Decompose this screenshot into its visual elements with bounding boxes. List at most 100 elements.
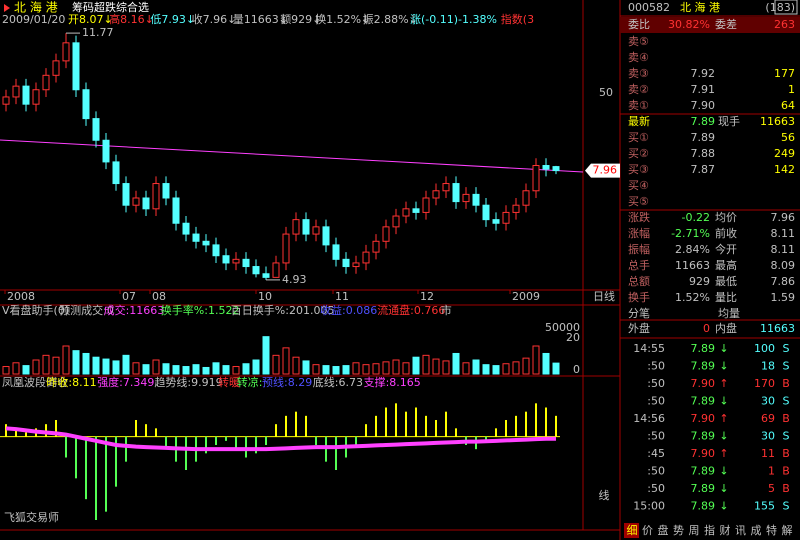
period-label: 日线: [593, 289, 615, 303]
tick-time: 15:00: [633, 500, 665, 513]
volume-bar: [482, 364, 490, 375]
volume-axis-label: 50000: [545, 321, 580, 334]
window-button[interactable]: [774, 0, 798, 15]
tick-volume: 100: [754, 342, 775, 355]
candle-body: [242, 258, 250, 268]
volume-header: 收益:0.086: [320, 303, 377, 317]
volume-header: 市: [441, 303, 452, 317]
tab[interactable]: 财: [720, 523, 731, 537]
candle-body: [122, 183, 130, 206]
stat-label: 换手: [628, 290, 650, 304]
tab[interactable]: 特: [766, 523, 777, 537]
x-tick-label: 12: [420, 290, 434, 303]
volume-bar: [382, 361, 390, 375]
volume-bar: [32, 359, 40, 375]
volume-bar: [352, 362, 360, 375]
x-tick-label: 08: [152, 290, 166, 303]
stat-value: 8.11: [771, 243, 796, 256]
tab[interactable]: 势: [673, 524, 684, 537]
volume-bar: [222, 365, 230, 375]
indicator-header: 预线:8.29: [262, 375, 312, 389]
stock-code: 000582: [628, 1, 670, 14]
tick-arrow: ↑: [719, 412, 728, 425]
inner-value: 11663: [760, 322, 795, 335]
indicator-header: 强度:7.349: [97, 375, 154, 389]
tab[interactable]: 价: [642, 524, 653, 537]
candle-body: [542, 165, 550, 170]
tick-side: S: [783, 360, 790, 373]
x-tick-label: 10: [258, 290, 272, 303]
tick-time: :45: [647, 447, 665, 460]
tick-time: :50: [647, 430, 665, 443]
tick-price: 7.90: [691, 377, 716, 390]
tick-arrow: ↑: [719, 377, 728, 390]
tick-arrow: ↓: [719, 482, 728, 495]
candle-body: [112, 161, 120, 185]
book-price: 7.90: [691, 99, 716, 112]
volume-bar: [432, 358, 440, 375]
stat-value: 1.59: [771, 291, 796, 304]
candle-body: [532, 165, 540, 192]
x-tick-label: 11: [335, 290, 349, 303]
tab[interactable]: 指: [704, 523, 715, 537]
candle-body: [2, 96, 10, 105]
tab[interactable]: 周: [689, 524, 700, 537]
latest-volume: 11663: [760, 115, 795, 128]
book-volume: 249: [774, 147, 795, 160]
candle-body: [202, 240, 210, 246]
candle-body: [12, 85, 20, 98]
volume-bar: [162, 363, 170, 375]
tick-time: :50: [647, 377, 665, 390]
volume-bar: [552, 362, 560, 375]
tick-time: :50: [647, 360, 665, 373]
outer-label: 外盘: [628, 321, 650, 335]
candle-body: [422, 197, 430, 213]
stat-label: 分笔: [628, 306, 650, 320]
volume-bar: [122, 354, 130, 375]
volume-axis-label: 0: [573, 363, 580, 376]
volume-bar: [322, 365, 330, 375]
candle-body: [482, 204, 490, 221]
candle-body: [102, 139, 110, 163]
stat-value: -2.71%: [671, 227, 710, 240]
volume-bar: [412, 356, 420, 375]
book-price: 7.87: [691, 163, 716, 176]
tick-volume: 1: [768, 465, 775, 478]
volume-bar: [112, 360, 120, 375]
stat-value: 8.09: [771, 259, 796, 272]
tab[interactable]: 盘: [658, 523, 669, 537]
menu-arrow[interactable]: [4, 4, 10, 12]
tick-arrow: ↓: [719, 500, 728, 513]
volume-header: V看盘助手(0): [2, 303, 69, 317]
volume-bar: [492, 365, 500, 375]
info-item: 涨(-0.11)-1.38%: [410, 13, 497, 26]
candle-body: [442, 183, 450, 192]
x-tick-label: 07: [122, 290, 136, 303]
candle-body: [402, 208, 410, 217]
candle-body: [352, 262, 360, 268]
volume-bar: [252, 359, 260, 375]
inner-label: 内盘: [715, 321, 737, 335]
tab[interactable]: 解: [782, 523, 793, 537]
stat-value: 929: [689, 275, 710, 288]
volume-bar: [142, 364, 150, 375]
info-item: 开8.07↓: [68, 13, 113, 26]
volume-bar: [402, 362, 410, 375]
volume-bar: [42, 354, 50, 375]
tab[interactable]: 成: [751, 524, 762, 537]
tab[interactable]: 讯: [735, 524, 746, 537]
candle-body: [62, 42, 70, 62]
formula-title[interactable]: 筹码超跌综合选: [72, 0, 149, 14]
candle-body: [302, 219, 310, 235]
stat-value: 8.11: [771, 227, 796, 240]
candle-body: [72, 42, 80, 91]
outer-value: 0: [703, 322, 710, 335]
book-label: 买⑤: [628, 195, 649, 208]
tick-side: B: [782, 482, 790, 495]
stat-value: 2.84%: [675, 243, 710, 256]
stock-count: (183): [765, 1, 795, 14]
volume-bar: [502, 363, 510, 375]
tab[interactable]: 细: [627, 524, 638, 537]
